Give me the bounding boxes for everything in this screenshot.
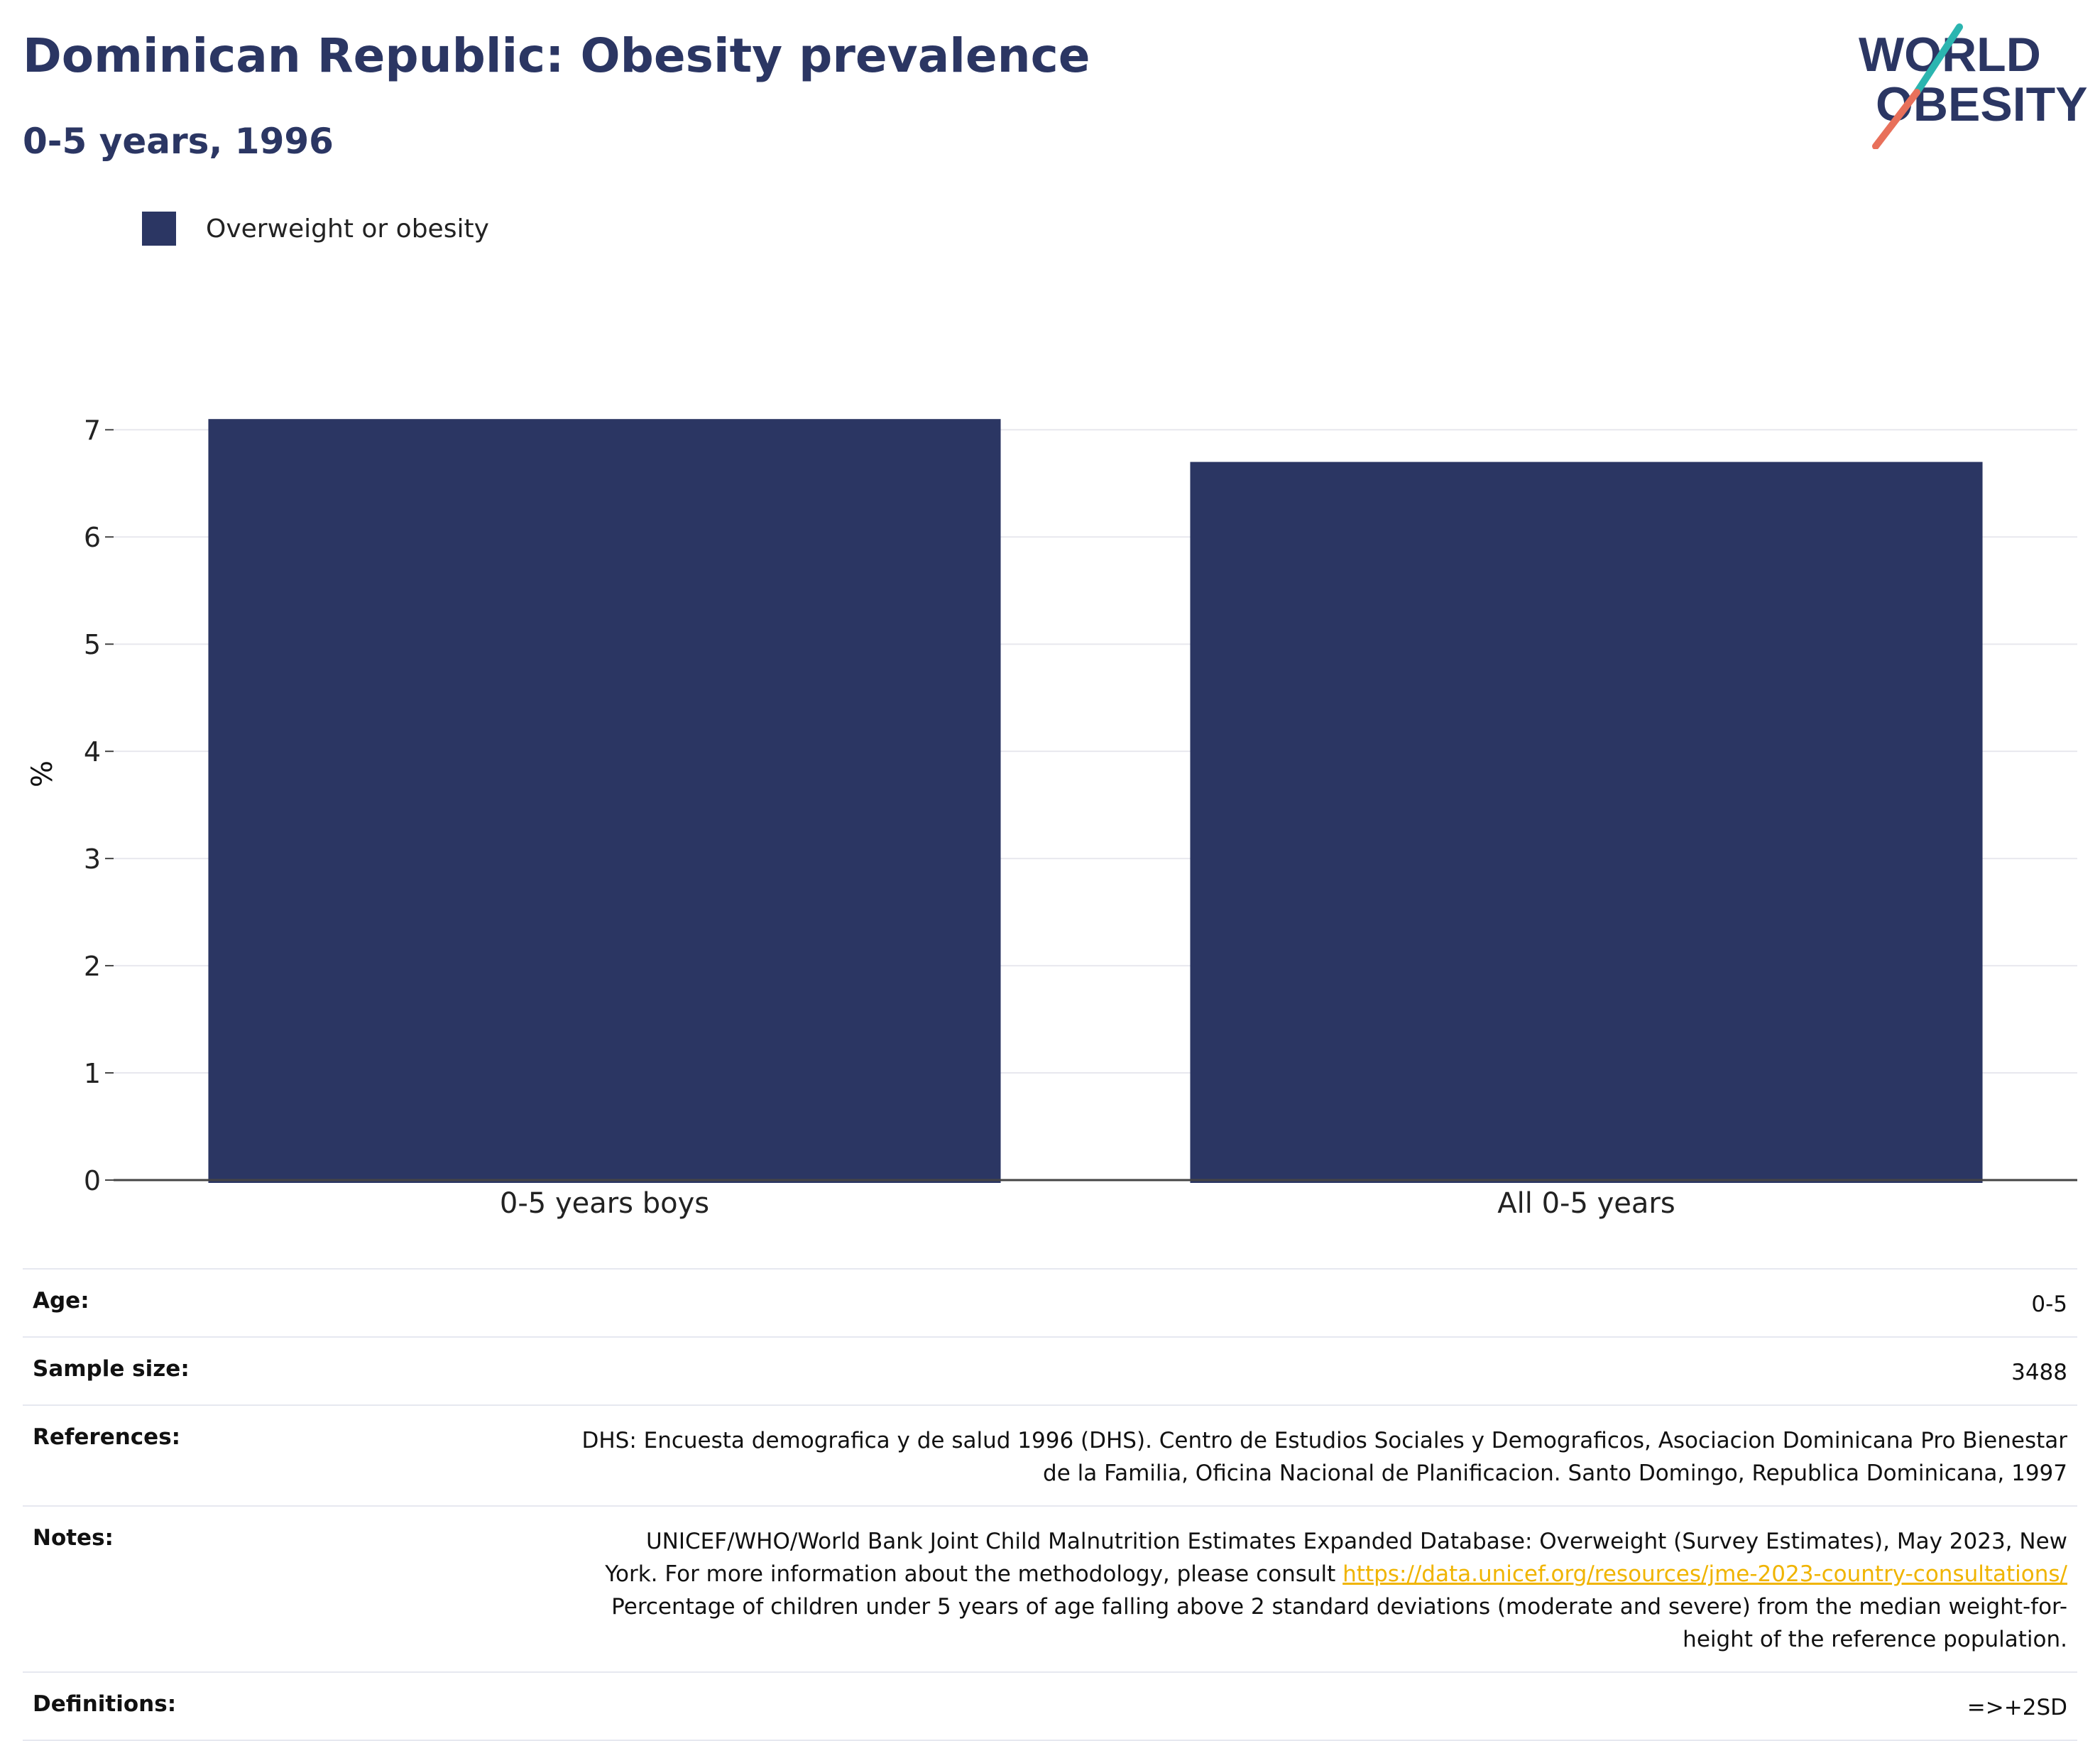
y-tick-label: 2 [84,951,101,982]
bar [1190,462,1983,1183]
y-tick-label: 3 [84,844,101,875]
age-label: Age: [33,1288,89,1314]
y-tick-label: 7 [84,415,101,446]
info-row-definitions: Definitions: =>+2SD [23,1671,2077,1741]
world-obesity-logo: WORLD OBESITY [1859,23,2087,149]
references-value: DHS: Encuesta demografica y de salud 199… [581,1424,2067,1490]
y-tick-label: 1 [84,1058,101,1089]
definitions-value: =>+2SD [1967,1695,2067,1720]
references-label: References: [33,1424,181,1450]
logo-slash-coral-icon [1872,89,1920,149]
y-axis-label: % [26,760,59,788]
notes-value: UNICEF/WHO/World Bank Joint Child Malnut… [605,1525,2067,1656]
y-tick-label: 6 [84,522,101,553]
bar [208,419,1001,1183]
chart-subtitle: 0-5 years, 1996 [23,121,334,162]
chart-title: Dominican Republic: Obesity prevalence [23,28,1090,83]
notes-line-1: UNICEF/WHO/World Bank Joint Child Malnut… [645,1529,2067,1554]
x-tick-label: 0-5 years boys [500,1187,709,1220]
legend-swatch [142,212,176,246]
sample-size-label: Sample size: [33,1356,190,1382]
legend-label: Overweight or obesity [206,214,489,244]
y-tick-label: 0 [84,1165,101,1196]
notes-line-2: York. For more information about the met… [605,1561,1343,1587]
references-line-1: DHS: Encuesta demografica y de salud 199… [581,1428,2067,1453]
info-row-sample-size: Sample size: 3488 [23,1336,2077,1404]
definitions-label: Definitions: [33,1691,177,1717]
notes-label: Notes: [33,1525,114,1551]
bar-chart: 0 1 2 3 4 5 6 7 0-5 years boys All 0-5 years [84,415,2077,1220]
y-tick-label: 5 [84,629,101,660]
age-value: 0-5 [2031,1292,2067,1317]
x-tick-label: All 0-5 years [1497,1187,1675,1220]
notes-link[interactable]: https://data.unicef.org/resources/jme-20… [1342,1561,2067,1587]
y-tick-label: 4 [84,736,101,768]
legend: Overweight or obesity [142,212,489,246]
notes-line-4: height of the reference population. [1683,1627,2067,1652]
info-table: Age: 0-5 Sample size: 3488 References: D… [23,1268,2077,1741]
references-line-2: de la Familia, Oficina Nacional de Plani… [1043,1461,2067,1486]
info-row-notes: Notes: UNICEF/WHO/World Bank Joint Child… [23,1505,2077,1671]
info-row-references: References: DHS: Encuesta demografica y … [23,1404,2077,1505]
sample-size-value: 3488 [2011,1360,2067,1385]
info-row-age: Age: 0-5 [23,1268,2077,1336]
notes-line-3: Percentage of children under 5 years of … [611,1594,2067,1620]
logo-slash-teal-icon [1913,23,1963,96]
